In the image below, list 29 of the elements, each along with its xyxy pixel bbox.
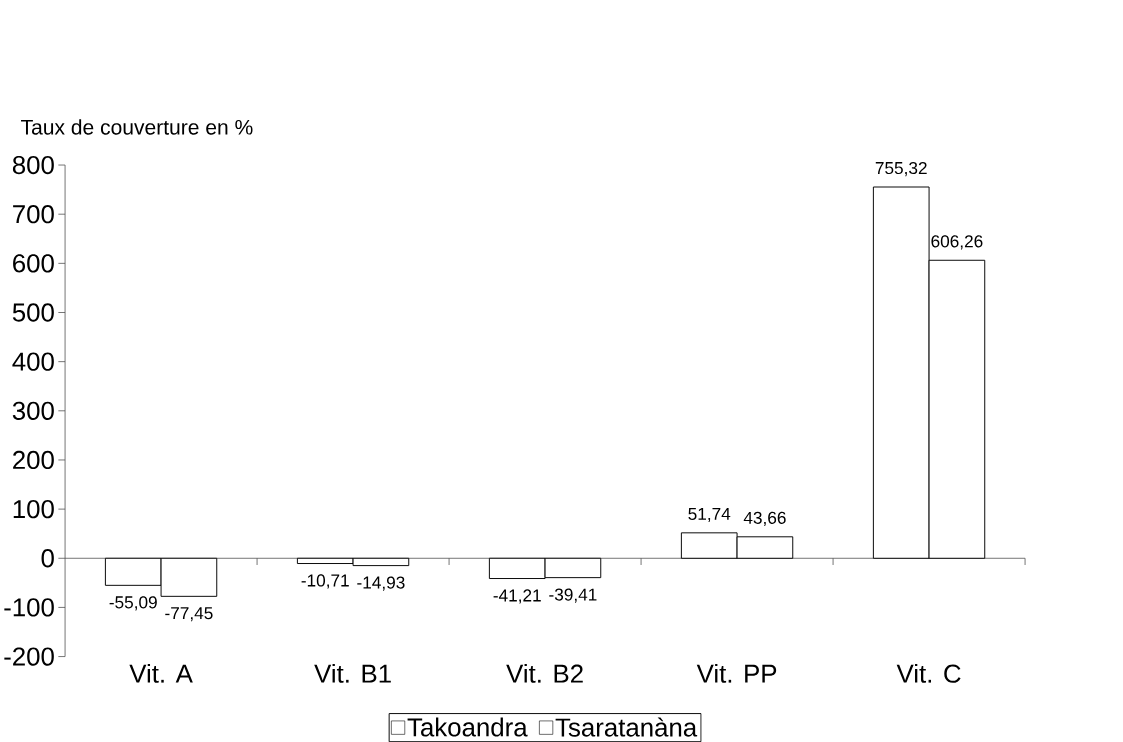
x-tick-label: Vit. C	[896, 663, 961, 683]
y-tick-label: 700	[13, 204, 54, 224]
y-tick-label: 800	[12, 155, 54, 175]
y-tick-label: 100	[13, 499, 54, 519]
data-label: -77,45	[165, 607, 213, 622]
y-tick-label: 500	[12, 303, 54, 322]
y-tick-label: -100	[4, 598, 54, 617]
legend-label: Tsaratanàna	[555, 717, 698, 737]
data-label: -55,09	[109, 596, 157, 611]
data-label: 51,74	[688, 507, 731, 522]
data-label: 43,66	[743, 511, 786, 526]
data-label: 606,26	[931, 235, 983, 250]
y-tick-label: 400	[12, 352, 54, 371]
legend-label: Takoandra	[407, 717, 528, 737]
y-tick-label: 0	[41, 549, 54, 568]
data-label: -10,71	[301, 574, 349, 589]
data-label: -41,21	[493, 589, 541, 604]
data-label: 755,32	[875, 161, 927, 177]
data-label: -39,41	[549, 588, 597, 603]
y-tick-label: -200	[4, 647, 54, 666]
data-label: -14,93	[357, 576, 405, 591]
y-tick-label: 200	[13, 450, 54, 470]
x-tick-label: Vit. B1	[314, 663, 391, 683]
y-axis-title: Taux de couverture en %	[21, 119, 253, 135]
x-tick-label: Vit. A	[129, 663, 193, 683]
x-tick-label: Vit. B2	[506, 663, 583, 683]
y-tick-label: 300	[12, 401, 54, 420]
x-tick-label: Vit. PP	[696, 663, 777, 683]
y-tick-label: 600	[13, 254, 54, 273]
